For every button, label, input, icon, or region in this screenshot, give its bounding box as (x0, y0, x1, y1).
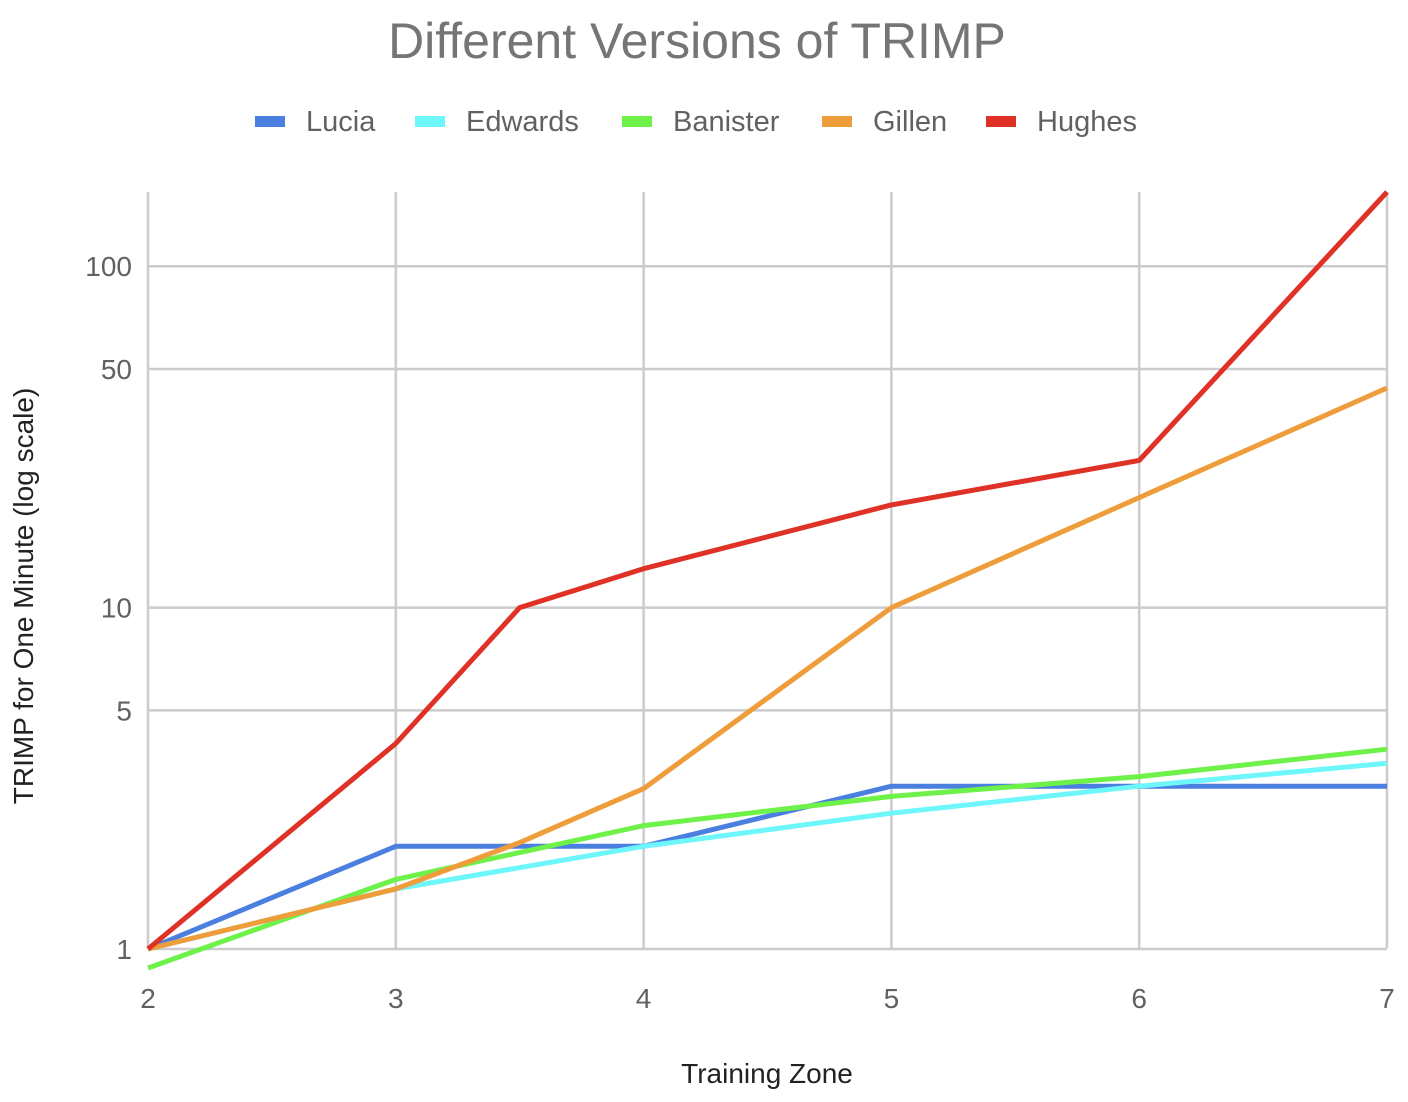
legend-label-banister: Banister (673, 106, 780, 138)
x-axis-title: Training Zone (681, 1058, 853, 1089)
legend-swatch-gillen (822, 116, 852, 127)
legend-swatch-hughes (986, 116, 1016, 127)
x-tick-label-6: 6 (1131, 983, 1147, 1014)
legend-swatch-edwards (415, 116, 445, 127)
x-tick-label-2: 2 (140, 983, 156, 1014)
series-line-hughes (146, 190, 1389, 951)
legend: Lucia Edwards Banister Gillen Hughes (255, 106, 1137, 138)
y-tick-label-1: 1 (116, 934, 132, 965)
legend-label-hughes: Hughes (1037, 106, 1137, 138)
x-tick-label-7: 7 (1379, 983, 1395, 1014)
horizontal-gridlines (148, 264, 1387, 951)
y-tick-label-50: 50 (101, 354, 132, 385)
series-line-edwards (147, 760, 1388, 952)
x-tick-label-5: 5 (884, 983, 900, 1014)
x-tick-label-3: 3 (388, 983, 404, 1014)
vertical-gridlines (146, 192, 1389, 948)
chart-title: Different Versions of TRIMP (388, 13, 1006, 69)
legend-label-lucia: Lucia (306, 106, 376, 138)
legend-swatch-banister (622, 116, 652, 127)
y-tick-label-10: 10 (101, 593, 132, 624)
series-line-lucia (147, 783, 1387, 952)
y-axis-tick-labels: 1 5 10 50 100 (85, 251, 132, 965)
legend-label-gillen: Gillen (873, 106, 947, 138)
series-line-gillen (147, 385, 1389, 952)
series-line-banister (147, 746, 1388, 971)
legend-swatch-lucia (255, 116, 285, 127)
series-lines (146, 190, 1389, 971)
y-tick-label-100: 100 (85, 251, 132, 282)
y-tick-label-5: 5 (116, 695, 132, 726)
legend-label-edwards: Edwards (466, 106, 579, 138)
x-axis-tick-labels: 2 3 4 5 6 7 (140, 983, 1395, 1014)
y-axis-title: TRIMP for One Minute (log scale) (8, 388, 39, 805)
x-tick-label-4: 4 (636, 983, 652, 1014)
